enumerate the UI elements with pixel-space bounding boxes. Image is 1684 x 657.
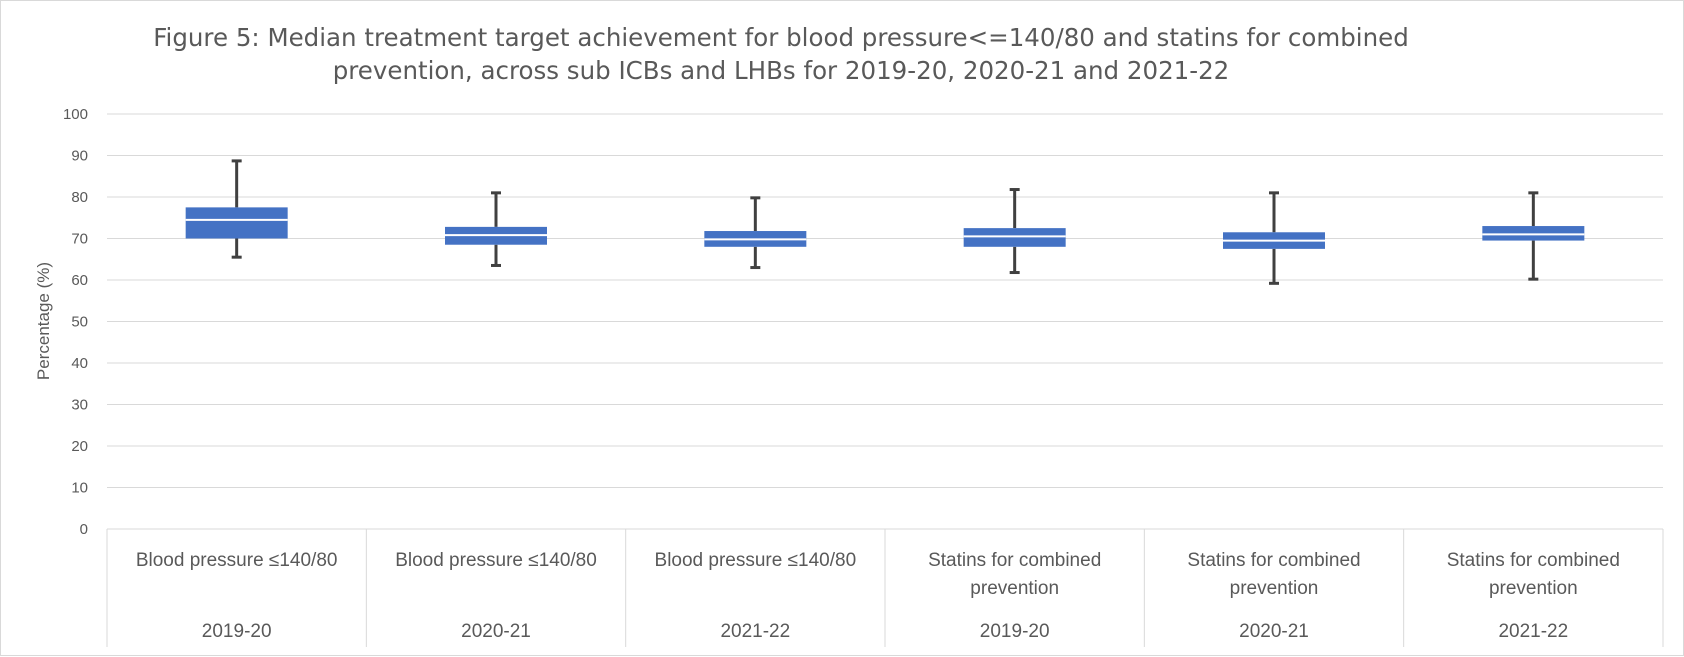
upper-box: [1482, 226, 1585, 235]
box-2: [445, 191, 547, 267]
box-3: [704, 196, 807, 270]
y-axis-ticks: 0 10 20 30 40 50 60 70 80 90 100: [63, 106, 88, 538]
x-axis: Blood pressure ≤140/80 2019-20 Blood press…: [106, 528, 1664, 647]
category-year-label: 2019-20: [980, 621, 1050, 642]
category-label: prevention: [1489, 578, 1578, 599]
category-label: Blood pressure ≤140/80: [395, 550, 597, 571]
category-label: Statins for combined: [1447, 550, 1620, 571]
y-tick-label: 80: [71, 189, 88, 206]
y-tick-label: 30: [71, 397, 88, 414]
gridlines: [107, 113, 1663, 488]
boxes: [185, 159, 1585, 285]
upper-box: [963, 228, 1066, 237]
upper-box: [185, 207, 288, 220]
category-label: Statins for combined: [1187, 550, 1360, 571]
category-label: Blood pressure ≤140/80: [655, 550, 857, 571]
lower-box: [1482, 234, 1585, 241]
box-5: [1223, 191, 1325, 285]
y-tick-label: 90: [71, 148, 88, 165]
category-label: Statins for combined: [928, 550, 1101, 571]
category-year-label: 2020-21: [461, 621, 531, 642]
category-year-label: 2020-21: [1239, 621, 1309, 642]
y-tick-label: 100: [63, 106, 88, 123]
lower-box: [185, 219, 288, 239]
category-label: prevention: [970, 578, 1059, 599]
chart-title-line-1: Figure 5: Median treatment target achiev…: [153, 23, 1409, 52]
y-tick-label: 60: [71, 272, 88, 289]
box-6: [1482, 191, 1585, 281]
upper-box: [1223, 232, 1325, 241]
category-label: prevention: [1230, 578, 1319, 599]
y-tick-label: 50: [71, 314, 88, 331]
lower-box: [704, 239, 807, 247]
category-year-label: 2021-22: [720, 621, 790, 642]
category-year-label: 2021-22: [1498, 621, 1568, 642]
y-tick-label: 40: [71, 355, 88, 372]
lower-box: [963, 236, 1066, 247]
lower-box: [445, 235, 547, 245]
lower-box: [1223, 240, 1325, 249]
chart-title-line-2: prevention, across sub ICBs and LHBs for…: [332, 56, 1230, 85]
y-axis-label: Percentage (%): [34, 262, 53, 380]
y-tick-label: 70: [71, 231, 88, 248]
y-tick-label: 0: [80, 521, 88, 538]
y-tick-label: 20: [71, 438, 88, 455]
chart-title: Figure 5: Median treatment target achiev…: [151, 21, 1411, 87]
box-4: [963, 188, 1066, 275]
category-year-label: 2019-20: [202, 621, 272, 642]
upper-box: [445, 226, 547, 236]
y-tick-label: 10: [71, 480, 88, 497]
box-1: [185, 159, 288, 259]
category-label: Blood pressure ≤140/80: [136, 550, 338, 571]
upper-box: [704, 231, 807, 240]
